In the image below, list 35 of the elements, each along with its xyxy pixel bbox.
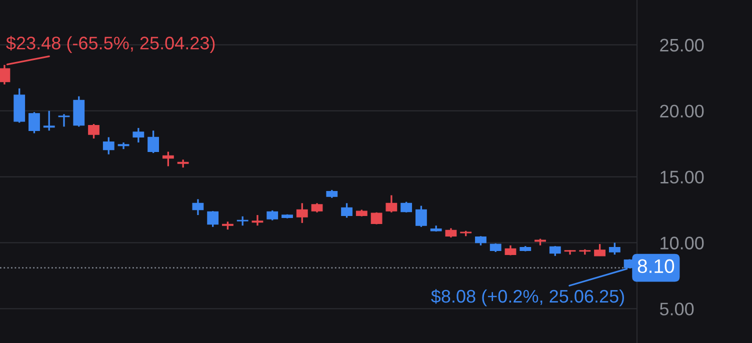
candlestick xyxy=(207,210,219,228)
ref-line-label: 8.10 xyxy=(638,259,674,274)
candlestick xyxy=(192,198,204,216)
candlestick xyxy=(400,201,412,214)
candlestick xyxy=(236,216,248,226)
candlestick xyxy=(475,235,486,246)
candlestick xyxy=(252,214,264,226)
candlestick xyxy=(504,244,516,256)
y-tick-label: 25.00 xyxy=(660,38,704,52)
candlestick xyxy=(311,202,323,214)
candlestick xyxy=(266,210,278,222)
y-tick-label: 20.00 xyxy=(660,104,704,118)
candlestick xyxy=(132,127,144,144)
candlestick xyxy=(0,64,10,86)
y-tick-label: 5.00 xyxy=(660,302,694,316)
candlestick xyxy=(148,130,160,154)
candlestick xyxy=(162,150,174,168)
candlestick xyxy=(341,202,352,219)
candlestick xyxy=(58,113,70,128)
annotation: $8.08 (+0.2%, 25.06.25) xyxy=(431,289,624,306)
candlestick xyxy=(43,110,55,132)
candlestick xyxy=(445,227,457,238)
candlestick xyxy=(177,158,189,168)
candlestick xyxy=(594,243,606,257)
candlestick xyxy=(296,202,308,224)
candlestick xyxy=(386,194,398,214)
annotation: $23.48 (-65.5%, 25.04.23) xyxy=(6,36,215,54)
candlestick xyxy=(549,245,561,257)
candlestick xyxy=(88,123,100,140)
candlestick xyxy=(28,111,40,134)
candlestick xyxy=(102,136,114,156)
y-tick-label: 10.00 xyxy=(660,236,704,250)
candlestick xyxy=(415,204,427,228)
y-tick-label: 15.00 xyxy=(660,170,704,184)
candlestick xyxy=(608,242,620,256)
